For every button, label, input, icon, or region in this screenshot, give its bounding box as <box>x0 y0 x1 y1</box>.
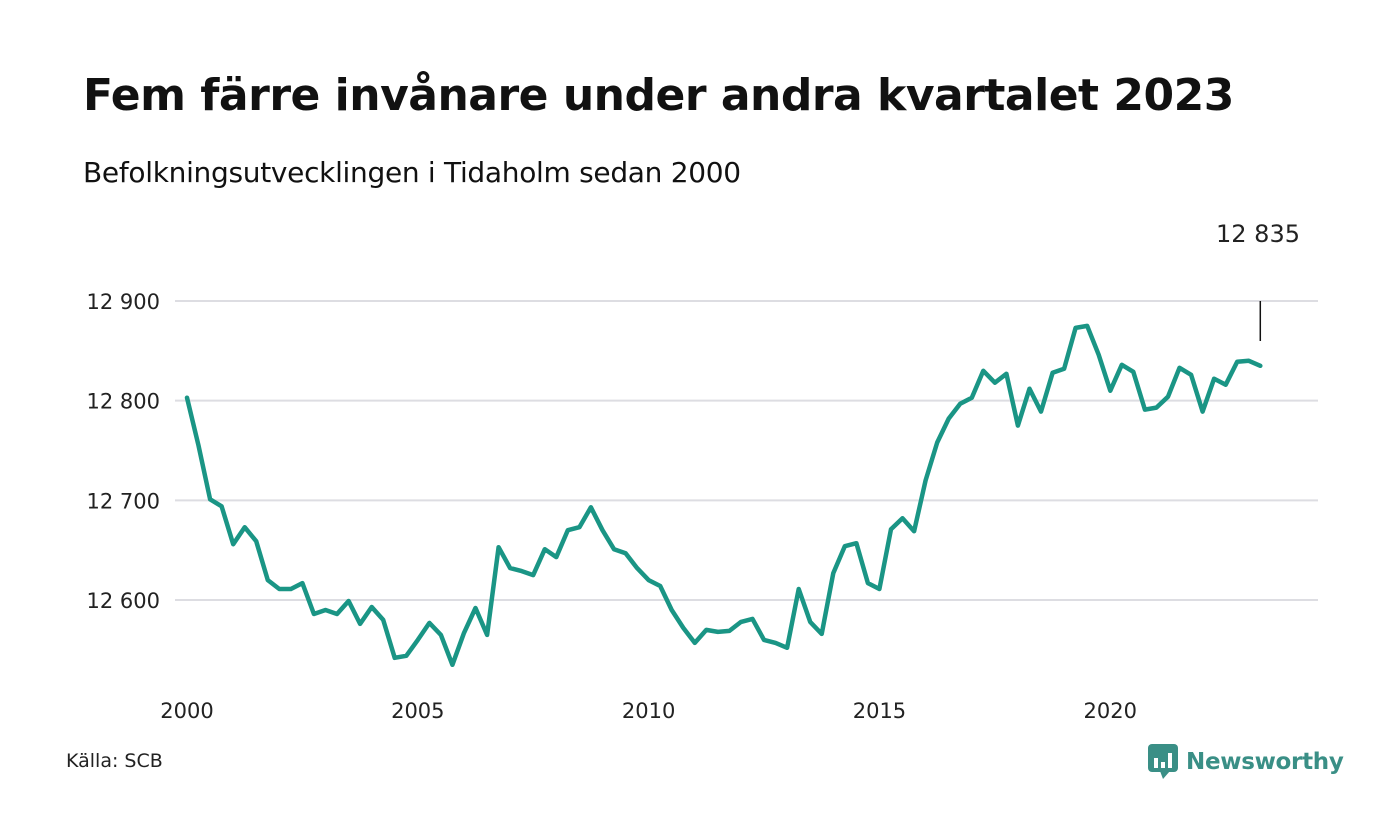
brand-name: Newsworthy <box>1186 749 1344 775</box>
y-tick-label: 12 600 <box>87 589 160 613</box>
end-value-label: 12 835 <box>1216 220 1300 248</box>
y-axis-tick-labels: 12 600 12 700 12 800 12 900 <box>87 290 160 613</box>
x-tick-label: 2000 <box>160 699 213 723</box>
page-subtitle: Befolkningsutvecklingen i Tidaholm sedan… <box>83 156 741 189</box>
x-tick-label: 2005 <box>391 699 444 723</box>
x-tick-label: 2010 <box>622 699 675 723</box>
x-tick-label: 2015 <box>853 699 906 723</box>
y-tick-label: 12 700 <box>87 489 160 513</box>
y-tick-label: 12 800 <box>87 390 160 414</box>
y-tick-label: 12 900 <box>87 290 160 314</box>
brand-logo: Newsworthy <box>1148 744 1344 780</box>
series-line-population <box>184 323 1263 668</box>
x-tick-label: 2020 <box>1084 699 1137 723</box>
gridlines <box>175 300 1318 601</box>
source-note: Källa: SCB <box>66 750 163 772</box>
x-axis-tick-labels: 2000 2005 2010 2015 2020 <box>160 699 1137 723</box>
page-title: Fem färre invånare under andra kvartalet… <box>83 70 1234 121</box>
bar-chart-chat-icon <box>1148 744 1178 779</box>
